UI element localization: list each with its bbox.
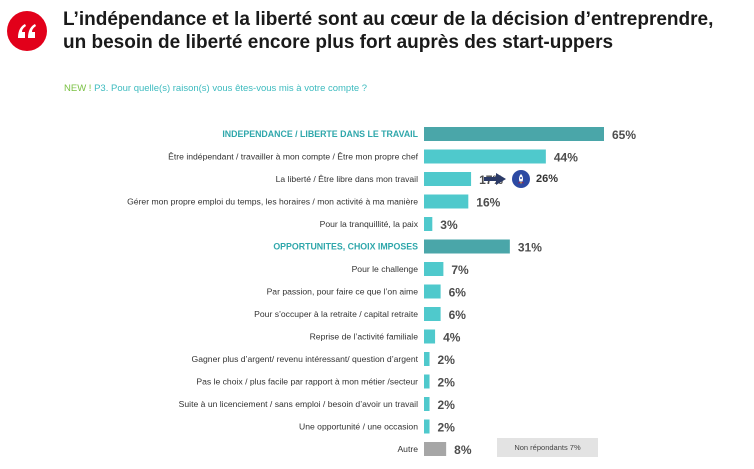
row-label: Pour le challenge — [352, 264, 419, 274]
non-respondents-note: Non répondants 7% — [497, 438, 598, 457]
bar — [424, 172, 472, 186]
category-label: OPPORTUNITES, CHOIX IMPOSES — [273, 242, 418, 252]
rocket-badge — [512, 170, 530, 188]
new-tag: NEW ! — [64, 83, 95, 94]
value-label: 2% — [438, 398, 456, 412]
value-label: 8% — [454, 443, 472, 457]
value-label: 65% — [612, 128, 636, 142]
quote-badge — [7, 11, 47, 51]
bar — [424, 127, 604, 141]
row-label: Pour la tranquillité, la paix — [320, 219, 419, 229]
row-label: Pas le choix / plus facile par rapport à… — [196, 377, 418, 387]
value-label: 44% — [554, 151, 578, 165]
value-label: 7% — [451, 263, 469, 277]
value-label: 2% — [438, 376, 456, 390]
quote-icon — [18, 24, 36, 38]
startup-highlight: 26% — [484, 170, 558, 188]
arrow-right-icon — [484, 173, 506, 185]
bar — [424, 194, 469, 209]
value-label: 2% — [438, 353, 456, 367]
value-label: 6% — [449, 286, 467, 300]
value-label: 4% — [443, 331, 461, 345]
bar — [424, 307, 441, 321]
page-title: L’indépendance et la liberté sont au cœu… — [63, 8, 753, 54]
rocket-icon — [518, 174, 524, 185]
row-label: Par passion, pour faire ce que l’on aime — [267, 287, 419, 297]
bar — [424, 397, 430, 411]
bar — [424, 284, 441, 299]
startup-value: 26% — [536, 173, 559, 185]
category-label: INDEPENDANCE / LIBERTE DANS LE TRAVAIL — [222, 129, 418, 139]
value-label: 6% — [449, 308, 467, 322]
row-label: Reprise de l’activité familiale — [310, 332, 419, 342]
bar — [424, 329, 436, 344]
row-label: Être indépendant / travailler à mon comp… — [168, 152, 418, 162]
bar — [424, 262, 444, 276]
value-label: 16% — [476, 196, 500, 210]
row-label: Gagner plus d’argent/ revenu intéressant… — [192, 354, 419, 364]
bar — [424, 352, 430, 366]
question-text: NEW ! P3. Pour quelle(s) raison(s) vous … — [64, 83, 367, 94]
bar — [424, 239, 510, 254]
value-label: 2% — [438, 421, 456, 435]
value-label: 31% — [518, 241, 542, 255]
question-label: P3. Pour quelle(s) raison(s) vous êtes-v… — [94, 83, 368, 94]
row-label: Gérer mon propre emploi du temps, les ho… — [127, 197, 418, 207]
value-label: 3% — [440, 218, 458, 232]
bar — [424, 149, 546, 164]
bar — [424, 374, 430, 389]
row-label: Autre — [397, 444, 418, 454]
title-line-2: un besoin de liberté encore plus fort au… — [63, 32, 614, 53]
row-label: Pour s’occuper à la retraite / capital r… — [254, 309, 418, 319]
title-line-1: L’indépendance et la liberté sont au cœu… — [63, 9, 714, 30]
row-label: Suite à un licenciement / sans emploi / … — [179, 399, 418, 409]
row-label: La liberté / Être libre dans mon travail — [276, 174, 418, 184]
bar — [424, 442, 447, 456]
bar — [424, 217, 433, 231]
bar — [424, 419, 430, 434]
row-label: Une opportunité / une occasion — [299, 422, 418, 432]
